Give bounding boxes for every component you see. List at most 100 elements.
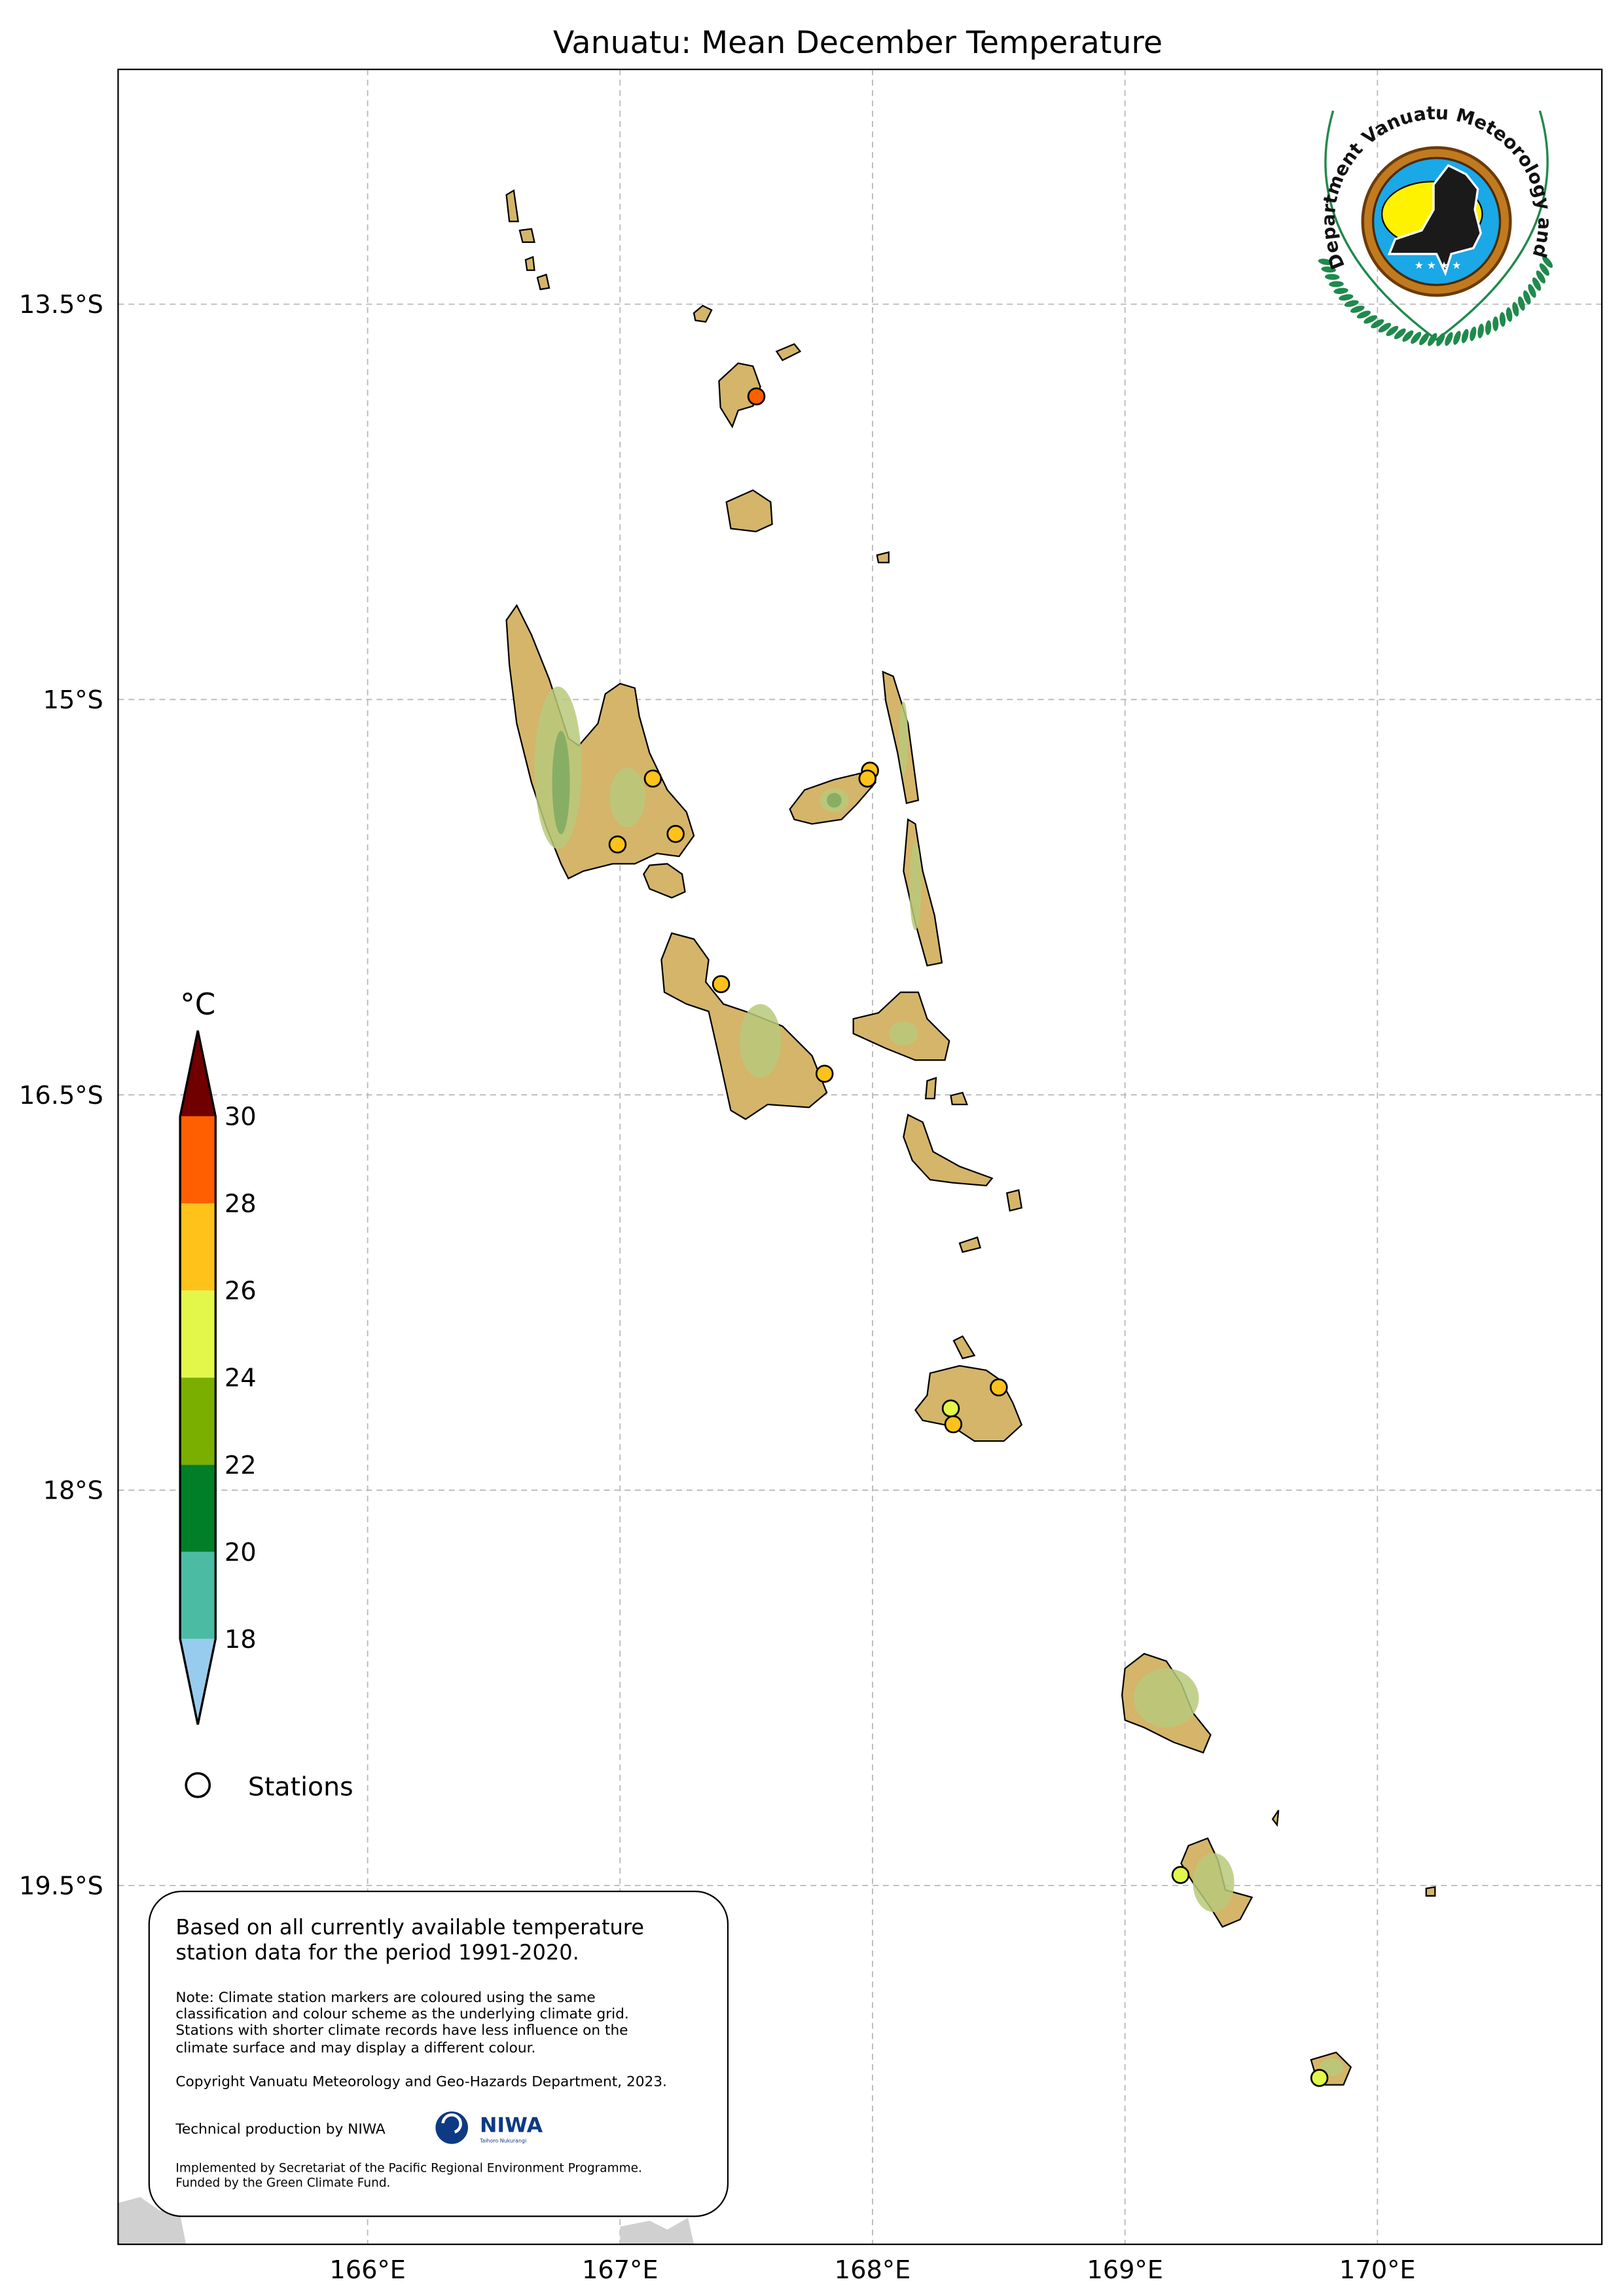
- island-toga: [536, 274, 550, 291]
- terrain-shading: [1320, 2058, 1344, 2076]
- station-legend-label: Stations: [248, 1772, 353, 1802]
- lat-tick-label: 18°S: [43, 1476, 103, 1506]
- note-line: classification and colour scheme as the …: [175, 2006, 628, 2022]
- colorbar-tick-label: 30: [225, 1102, 257, 1132]
- implementation-text: Implemented by Secretariat of the Pacifi…: [175, 2162, 641, 2176]
- colorbar-outline: [179, 1030, 217, 1725]
- station-marker: [747, 387, 766, 406]
- note-line: Note: Climate station markers are colour…: [175, 1990, 595, 2006]
- colorbar-unit: °C: [180, 987, 215, 1021]
- lat-tick-label: 13.5°S: [19, 290, 103, 319]
- svg-text:★ ★ ★ ★: ★ ★ ★ ★: [1415, 259, 1462, 271]
- axis-tick-labels: 166°E 167°E 168°E 169°E 170°E 13.5°S 15°S 16.5°…: [19, 290, 1416, 2285]
- terrain-shading: [827, 793, 842, 808]
- colorbar-segment: [180, 1290, 216, 1378]
- station-marker: [643, 769, 662, 788]
- info-line: Based on all currently available tempera…: [175, 1914, 644, 1939]
- note-line: climate surface and may display a differ…: [175, 2040, 535, 2056]
- svg-text:NIWA: NIWA: [480, 2114, 543, 2138]
- lon-tick-label: 168°E: [835, 2255, 911, 2285]
- island-gaua: [725, 489, 773, 533]
- lat-tick-label: 16.5°S: [19, 1081, 103, 1110]
- island-loh: [524, 255, 535, 271]
- colorbar-over-arrow: [180, 1030, 216, 1117]
- island-vanua-lava: [718, 362, 761, 429]
- island-pentecost: [903, 818, 943, 967]
- station-marker: [1310, 2069, 1329, 2087]
- island-malo: [643, 863, 686, 899]
- station-marker: [1171, 1866, 1190, 1884]
- station-marker: [815, 1065, 834, 1083]
- terrain-shading: [1193, 1853, 1235, 1912]
- island-aniwa: [1271, 1810, 1280, 1827]
- colorbar-segment: [180, 1552, 216, 1639]
- neighbour-land: [620, 2217, 695, 2245]
- terrain-shading: [552, 731, 570, 835]
- lon-tick-label: 170°E: [1339, 2255, 1416, 2285]
- lat-tick-label: 15°S: [43, 685, 103, 715]
- terrain-shading: [899, 701, 909, 776]
- neighbour-land: [118, 2196, 187, 2245]
- colorbar-segment: [180, 1465, 216, 1552]
- island-futuna: [1425, 1886, 1436, 1897]
- svg-text:Taihoro Nukurangi: Taihoro Nukurangi: [479, 2138, 526, 2143]
- colorbar-tick-label: 24: [225, 1364, 257, 1393]
- lon-tick-label: 167°E: [582, 2255, 659, 2285]
- terrain-shading: [909, 841, 922, 930]
- island-ureparapara: [693, 304, 713, 323]
- station-marker: [990, 1378, 1008, 1396]
- lon-tick-label: 166°E: [329, 2255, 406, 2285]
- technical-text: Technical production by NIWA: [175, 2121, 386, 2138]
- info-box: Based on all currently available tempera…: [148, 1890, 729, 2217]
- island-efate: [914, 1365, 1023, 1442]
- colorbar-tick-label: 26: [225, 1277, 257, 1306]
- niwa-logo: NIWA Taihoro Nukurangi: [435, 2111, 543, 2144]
- colorbar-tick-label: 28: [225, 1190, 257, 1219]
- station-marker: [858, 769, 877, 788]
- colorbar-tick-label: 18: [225, 1625, 257, 1654]
- funding-text: Funded by the Green Climate Fund.: [175, 2176, 390, 2190]
- station-legend-marker: [185, 1772, 211, 1798]
- graticule: [118, 69, 1602, 2245]
- station-marker: [712, 975, 731, 993]
- island-lopevi: [950, 1091, 968, 1106]
- island-nguna: [952, 1335, 976, 1360]
- station-markers: [608, 387, 1329, 2087]
- island-merelava: [876, 551, 890, 564]
- island-mota-lava: [775, 343, 802, 361]
- island-epi: [903, 1114, 994, 1187]
- terrain-shading: [888, 1021, 918, 1046]
- terrain-shading: [1134, 1668, 1199, 1728]
- station-marker: [608, 835, 627, 854]
- info-line: station data for the period 1991-2020.: [175, 1940, 579, 1965]
- colorbar-segment: [180, 1377, 216, 1465]
- terrain-shading: [739, 1004, 782, 1078]
- island-tongoa: [1005, 1189, 1023, 1212]
- colorbar: 18 20 22 24 26 28 30: [179, 1030, 257, 1725]
- islands: [505, 189, 1436, 2086]
- map-title: Vanuatu: Mean December Temperature: [553, 25, 1163, 61]
- island-espiritu-santo: [505, 604, 695, 880]
- station-marker: [666, 825, 685, 843]
- island-paama: [924, 1076, 937, 1100]
- terrain-shading: [609, 767, 645, 827]
- note-line: Stations with shorter climate records ha…: [175, 2022, 628, 2039]
- colorbar-segment: [180, 1116, 216, 1204]
- island-tegua: [518, 228, 535, 243]
- lat-tick-label: 19.5°S: [19, 1872, 103, 1901]
- station-marker: [944, 1415, 963, 1434]
- station-marker: [941, 1399, 960, 1418]
- vmgd-logo: ★ ★ ★ ★ Department Vanuatu Meteorology a…: [1318, 102, 1555, 346]
- wreath-icon: [1318, 110, 1553, 346]
- colorbar-segment: [180, 1203, 216, 1291]
- colorbar-tick-label: 22: [225, 1451, 257, 1480]
- map-frame: [117, 68, 1603, 2246]
- island-hiu: [505, 189, 519, 223]
- lon-tick-label: 169°E: [1087, 2255, 1163, 2285]
- colorbar-tick-label: 20: [225, 1538, 257, 1567]
- colorbar-under-arrow: [180, 1639, 216, 1725]
- cloud-icon: [1387, 164, 1483, 276]
- island-emae: [958, 1236, 982, 1253]
